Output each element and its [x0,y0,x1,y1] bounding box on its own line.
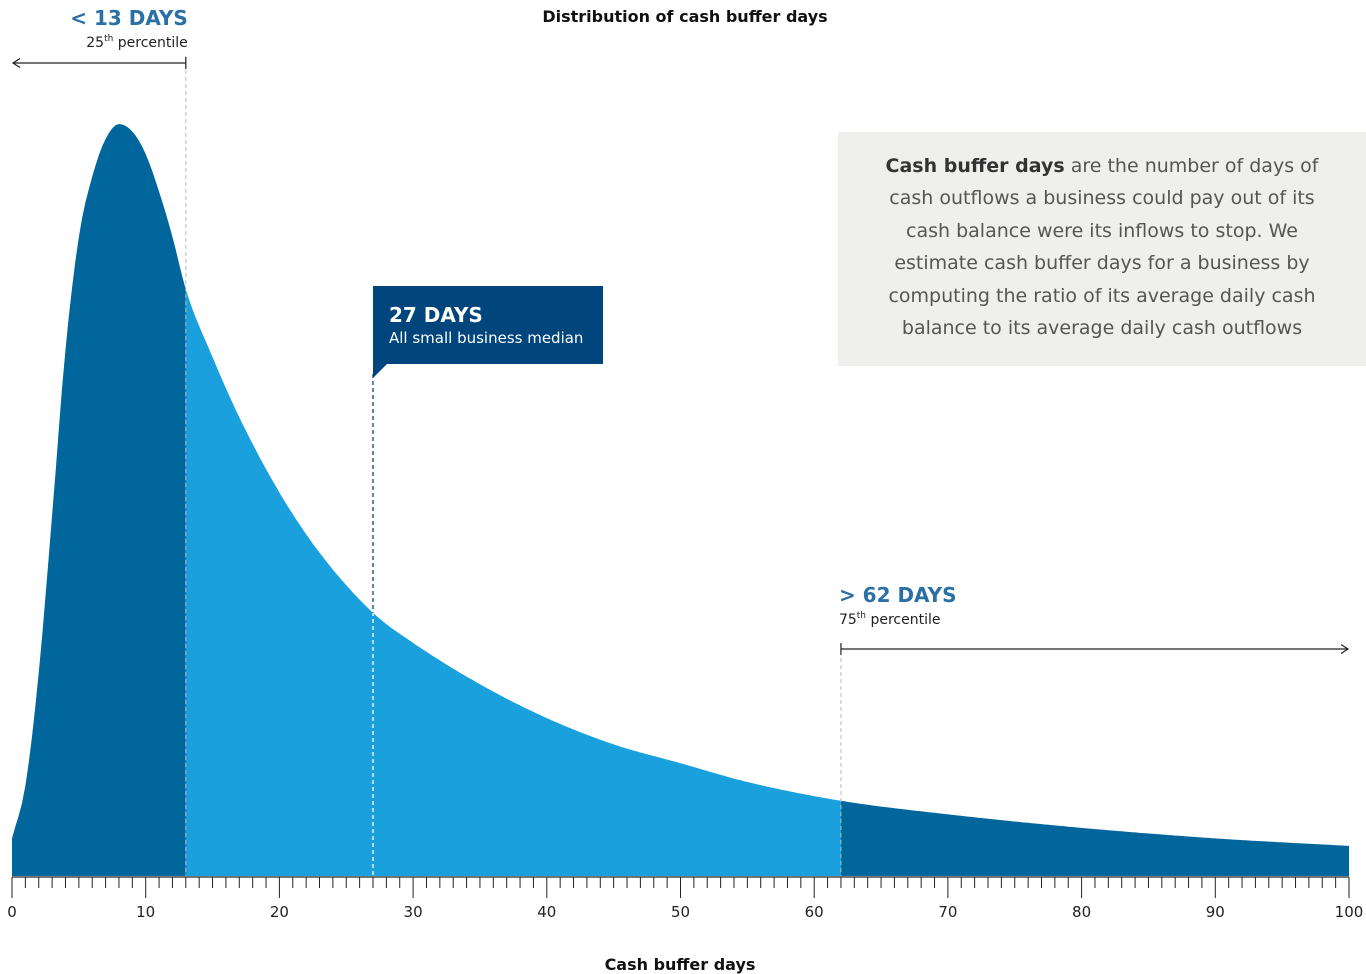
definition-term: Cash buffer days [885,155,1065,177]
median-caption: All small business median [389,329,583,347]
p75-value-label: > 62 DAYS [839,583,957,607]
p75-caption: 75th percentile [839,611,941,628]
x-tick-label: 100 [1335,903,1364,921]
x-tick-label: 10 [136,903,155,921]
definition-text: are the number of days of cash outflows … [888,155,1319,340]
x-tick-label: 20 [270,903,289,921]
x-axis-title: Cash buffer days [605,955,756,974]
distribution-region-2 [185,289,841,876]
distribution-areas [12,124,1349,876]
x-tick-label: 70 [938,903,957,921]
distribution-region-1 [12,124,186,876]
chart-title: Distribution of cash buffer days [542,7,827,26]
x-tick-label: 90 [1206,903,1225,921]
x-tick-label: 0 [7,903,17,921]
x-tick-label: 40 [537,903,556,921]
percentile-guides [185,56,842,876]
arrow-right-head [1340,643,1350,655]
x-axis: 0 10 20 30 40 50 60 70 80 90 100 [7,876,1364,921]
definition-box: Cash buffer days are the number of days … [838,132,1366,366]
x-tick-label: 50 [671,903,690,921]
x-tick-label: 60 [805,903,824,921]
x-tick-label: 80 [1072,903,1091,921]
median-callout-box [372,286,603,378]
distribution-region-3 [840,800,1349,876]
marker-labels: < 13 DAYS 25th percentile 27 DAYS All small… [11,6,1350,655]
x-tick-label: 30 [404,903,423,921]
median-value-label: 27 DAYS [389,303,483,327]
p25-value-label: < 13 DAYS [70,6,188,30]
p25-caption: 25th percentile [86,34,188,51]
arrow-left-head [11,57,21,69]
